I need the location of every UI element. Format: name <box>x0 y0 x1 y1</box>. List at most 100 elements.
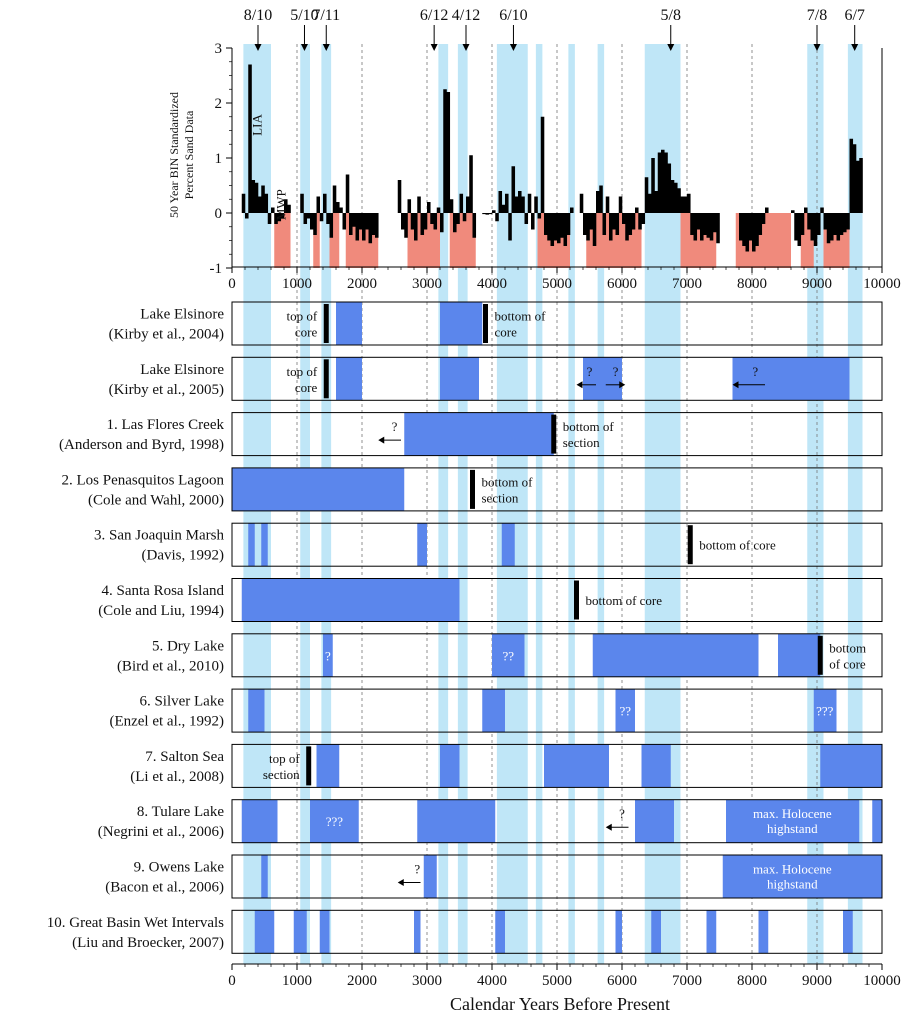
sand-bar <box>349 213 353 235</box>
sand-bar <box>368 213 373 244</box>
sand-bar <box>459 193 464 213</box>
marker-label: top of <box>269 751 300 766</box>
sand-bar <box>271 207 275 213</box>
sand-bar <box>485 213 490 215</box>
sand-bar <box>680 196 685 213</box>
sand-bar <box>371 213 376 235</box>
sand-bar <box>427 202 431 213</box>
row-name: 8. Tulare Lake <box>137 804 224 820</box>
sand-bar <box>264 193 269 213</box>
row-citation: (Bacon et al., 2006) <box>105 880 224 896</box>
annotation-arrow-head <box>509 44 517 51</box>
wet-interval <box>440 744 460 788</box>
uncertainty-mark: ? <box>414 862 420 877</box>
sand-bar <box>527 193 532 213</box>
marker-label: of core <box>829 656 866 671</box>
sand-bar <box>696 213 701 230</box>
row-frame <box>231 633 883 678</box>
row-frame <box>231 743 883 788</box>
marker-label: bottom <box>829 640 866 655</box>
sand-bar <box>713 213 717 233</box>
sand-bar <box>511 166 516 213</box>
sand-bar <box>336 202 340 213</box>
wet-interval <box>248 523 255 567</box>
sand-bar <box>306 213 311 219</box>
row-name: Lake Elsinore <box>140 307 224 323</box>
wet-interval <box>813 689 837 733</box>
sand-bar <box>641 213 646 224</box>
sand-bar <box>670 180 675 213</box>
sand-bar <box>440 213 444 233</box>
wet-interval <box>293 910 307 954</box>
wet-interval <box>641 744 671 788</box>
x-tick-label: 2000 <box>347 973 377 989</box>
sand-bar <box>820 207 824 213</box>
sand-bar <box>521 196 525 213</box>
annotation-arrow-head <box>300 44 308 51</box>
sand-bar <box>284 199 288 213</box>
sand-bar <box>644 177 649 213</box>
sand-bar <box>544 213 548 235</box>
sand-bar <box>274 213 278 224</box>
sand-bar <box>570 207 574 213</box>
sand-bar <box>261 185 265 213</box>
row-frame <box>231 356 883 401</box>
x-tick-label: 1000 <box>282 973 312 989</box>
wet-interval <box>501 523 515 567</box>
y-tick-label: 0 <box>215 206 223 222</box>
row-name: Lake Elsinore <box>140 362 224 378</box>
sand-bar <box>443 89 447 213</box>
wet-interval <box>592 633 759 677</box>
uncertainty-mark: ? <box>325 648 331 663</box>
wet-interval <box>722 855 882 898</box>
sand-bar <box>492 210 496 213</box>
wet-interval <box>778 633 821 677</box>
sand-bar <box>540 116 545 213</box>
sand-bar <box>410 213 415 230</box>
sand-bar <box>674 182 678 213</box>
sand-bar <box>761 213 766 224</box>
x-tick-label: 4000 <box>477 973 507 989</box>
row-frame <box>231 301 883 346</box>
top-x-tick-label: 9000 <box>802 276 832 292</box>
annotation-arrow-head <box>851 44 859 51</box>
annotation-arrow-head <box>462 44 470 51</box>
x-tick-label: 3000 <box>412 973 442 989</box>
record-rows: Lake Elsinore(Kirby et al., 2004)top ofc… <box>47 301 883 954</box>
sand-bar <box>280 213 285 219</box>
sand-bar <box>303 213 308 224</box>
annotation-label: 6/7 <box>844 7 864 24</box>
wet-interval <box>310 799 359 843</box>
top-x-tick-label: 2000 <box>347 276 377 292</box>
sand-bar <box>358 213 363 230</box>
record-end-marker <box>323 304 329 343</box>
sand-bar <box>498 191 503 213</box>
y-axis-label-line1: 50 Year BIN Standardized <box>167 92 181 218</box>
dry-band <box>274 213 291 268</box>
wet-interval <box>414 910 421 954</box>
annotation-arrow-head <box>430 44 438 51</box>
sand-bar <box>856 160 860 213</box>
wet-interval <box>440 357 479 401</box>
x-tick-label: 9000 <box>802 973 832 989</box>
highlight-band <box>597 44 605 964</box>
row-name: 2. Los Penasquitos Lagoon <box>62 472 225 488</box>
sand-bar <box>316 196 321 213</box>
sand-bar <box>550 213 555 246</box>
sand-bar <box>397 180 402 213</box>
wet-interval <box>492 633 525 677</box>
extension-arrow-head <box>576 381 583 389</box>
annotation-label: 7/11 <box>312 7 340 24</box>
sand-bar <box>553 213 558 241</box>
sand-bar <box>241 193 246 213</box>
sand-bar <box>661 149 665 213</box>
sand-bar <box>618 196 623 213</box>
panel-label: MWP <box>273 189 288 220</box>
sand-bar <box>596 191 600 213</box>
uncertainty-mark: ?? <box>502 648 514 663</box>
sand-bar <box>267 213 272 224</box>
sand-bar <box>654 191 659 213</box>
sand-bar <box>563 213 568 246</box>
sand-bar <box>667 163 672 213</box>
record-end-marker <box>323 359 329 399</box>
